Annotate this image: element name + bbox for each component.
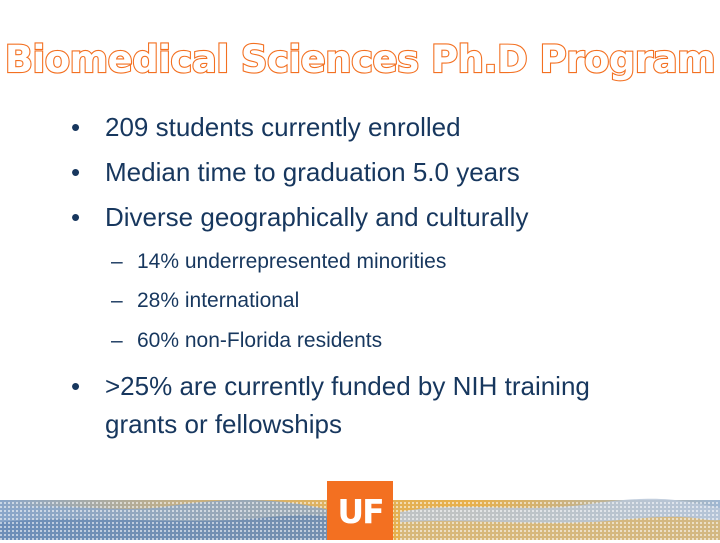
uf-logo: UF — [327, 481, 393, 540]
bullet-marker: • — [71, 371, 81, 401]
sub-bullet-text: 60% non-Florida residents — [137, 329, 383, 352]
bullet-marker: • — [71, 157, 81, 187]
bullet-text: Diverse geographically and culturally — [105, 202, 529, 232]
bullet-marker: • — [71, 112, 81, 142]
slide-title: Biomedical Sciences Ph.D Program — [4, 37, 717, 82]
sub-bullet-marker: – — [111, 329, 123, 352]
sub-bullet-minorities: – 14% underrepresented minorities — [111, 250, 447, 274]
bullet-funding: • >25% are currently funded by NIH train… — [71, 371, 590, 402]
sub-bullet-marker: – — [111, 250, 123, 273]
bullet-text: >25% are currently funded by NIH trainin… — [105, 371, 590, 401]
sub-bullet-residents: – 60% non-Florida residents — [111, 329, 383, 353]
bullet-enrolled: • 209 students currently enrolled — [71, 112, 461, 143]
bullet-diversity: • Diverse geographically and culturally — [71, 202, 529, 233]
bullet-text: Median time to graduation 5.0 years — [105, 157, 520, 187]
sub-bullet-text: 28% international — [137, 289, 300, 312]
bullet-graduation-time: • Median time to graduation 5.0 years — [71, 157, 520, 188]
bullet-text: 209 students currently enrolled — [105, 112, 461, 142]
sub-bullet-marker: – — [111, 289, 123, 312]
sub-bullet-text: 14% underrepresented minorities — [137, 250, 447, 273]
bullet-marker: • — [71, 202, 81, 232]
bullet-text: grants or fellowships — [105, 409, 342, 439]
sub-bullet-international: – 28% international — [111, 289, 300, 313]
bullet-funding-continued: grants or fellowships — [105, 409, 342, 440]
